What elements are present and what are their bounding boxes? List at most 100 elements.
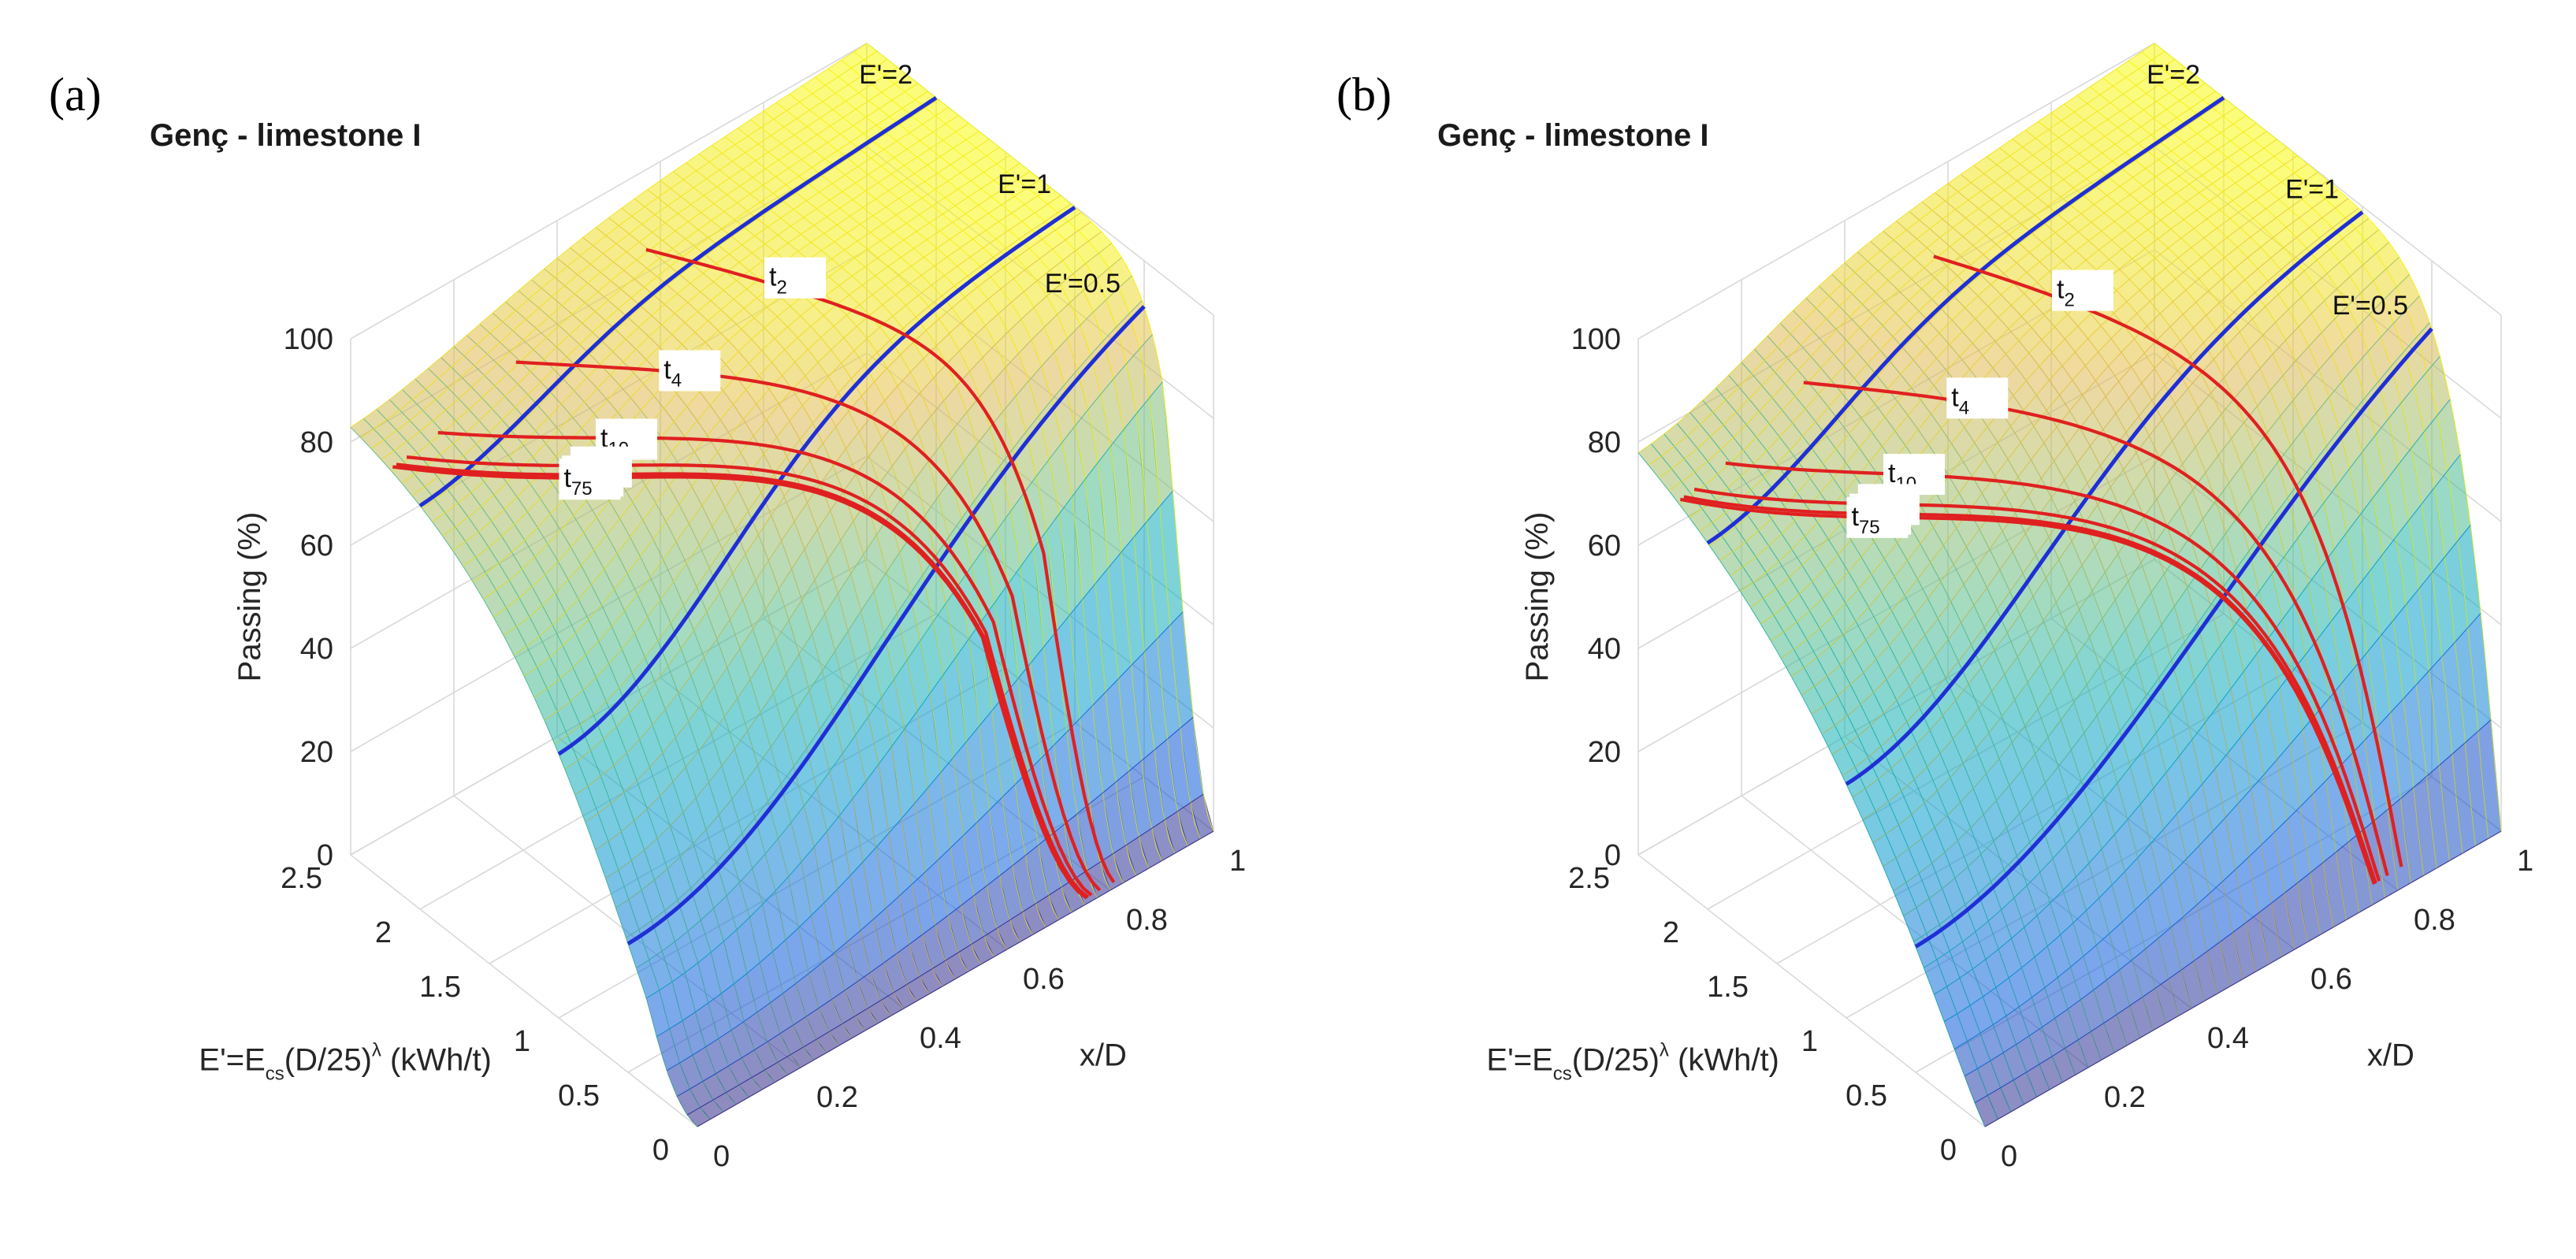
energy-curve-label: E'=0.5 [1045,269,1121,299]
energy-curve-label: E'=2 [859,60,913,90]
surface-chart-b: E'=2E'=1E'=0.5t2t4t10t25t50t750204060801… [1336,43,2533,1173]
mesh-line-e [1730,114,2247,577]
mesh-line-e [626,300,1143,938]
mesh-line-e [1913,322,2430,942]
z-tick-label: 60 [300,529,333,563]
mesh-line-e [350,43,868,428]
surface-chart-a: E'=2E'=1E'=0.5t2t4t10t25t50t750204060801… [49,43,1246,1173]
mesh-line-e [1648,50,2165,466]
mesh-line-e [1790,163,2308,677]
mesh-line-e [360,50,878,439]
energy-curve-1 [1845,210,2364,786]
y-tick-label: 0.2 [816,1081,858,1114]
x-tick-label: 1 [514,1025,530,1058]
mesh-line-e [1852,217,2370,798]
mesh-line-e [442,114,959,537]
x-tick-label: 0 [1940,1134,1957,1167]
tn-curve-25 [406,455,1090,899]
y-axis-label: x/D [1080,1038,1127,1073]
mesh-line-e [1964,613,2481,1077]
y-tick-label: 0.6 [1023,963,1065,996]
energy-curve-0 [418,96,938,507]
mesh-line-e [686,793,1204,1116]
x-tick-label: 2.5 [1568,862,1610,895]
mesh-line-e [503,162,1020,637]
mesh-line-e [656,490,1173,1038]
mesh-line-e [472,139,990,583]
x-tick-label: 1.5 [419,971,461,1004]
mesh-line-e [544,195,1061,721]
y-tick-label: 1 [1229,845,1246,878]
z-tick-label: 40 [1588,633,1621,666]
mesh-line-e [463,131,979,566]
tn-label-box [659,350,721,392]
z-tick-label: 20 [1588,736,1621,769]
mesh-line-e [697,830,1214,1127]
x-axis-label-sup: λ [1660,1040,1669,1061]
mesh-line-e [523,179,1041,677]
z-tick-label: 100 [284,323,333,356]
z-tick-label: 60 [1588,529,1621,563]
chart-title: Genç - limestone I [150,118,422,153]
tn-curve-2 [645,247,1116,883]
energy-curve-label: E'=2 [2147,60,2200,90]
surface-mesh [350,43,1214,1127]
tn-curve-75 [1679,497,2376,885]
mesh-line-e [1699,91,2216,533]
surface-mesh-lines [1637,43,2502,1127]
mesh-line-e [1984,830,2502,1127]
mesh-line-e [1668,66,2186,492]
y-tick-label: 0.8 [1126,904,1168,937]
mesh-line-e [1903,295,2420,916]
mesh-line-e [1943,454,2461,1023]
energy-curves [1706,95,2433,949]
mesh-line-e [1831,198,2349,756]
z-axis-label: Passing (%) [1520,512,1555,682]
tn-label-box [1846,496,1909,538]
x-tick-label: 1 [1801,1025,1818,1058]
y-tick-label: 0 [2001,1140,2017,1173]
x-tick-label: 2 [1663,916,1679,949]
mesh-line-e [646,381,1163,999]
x-axis-label-sub: cs [266,1064,284,1085]
tn-curve-subscript: 2 [776,277,786,299]
y-tick-label: 0.4 [2207,1022,2249,1055]
x-axis-label-sup: λ [372,1040,381,1061]
mesh-line-e [411,91,928,496]
x-tick-label: 0.5 [1846,1079,1887,1112]
x-axis-label-suffix: (kWh/t) [1669,1043,1779,1078]
mesh-line-e [513,171,1031,656]
z-tick-label: 80 [300,426,333,459]
energy-curve-1 [557,206,1076,756]
x-axis-label-mid: (D/25) [1572,1043,1660,1078]
mesh-line-e [1760,139,2277,625]
tn-label-box [2052,269,2114,311]
mesh-line-e [493,154,1010,618]
y-tick-label: 0.4 [920,1022,961,1055]
energy-curve-label: E'=1 [2285,174,2339,204]
mesh-line-e [605,257,1122,879]
tn-label-box [559,459,621,500]
x-axis-label-mid: (D/25) [284,1043,372,1078]
panel-label: (a) [49,69,102,121]
y-tick-label: 0.8 [2414,904,2455,937]
mesh-line-e [432,106,949,522]
mesh-line-e [401,83,919,484]
y-axis-label: x/D [2367,1038,2414,1073]
tn-label-box [1946,377,2009,419]
tn-curve-subscript: 4 [1959,397,1969,418]
x-axis-label-suffix: (kWh/t) [381,1043,492,1078]
z-tick-label: 20 [300,736,333,769]
energy-curves [418,96,1146,946]
tn-curve-75 [392,465,1088,900]
mesh-line-e [636,334,1153,969]
tn-curve-10 [1725,461,2381,882]
y-floor-gridline [350,854,698,1127]
mesh-line-e [1801,172,2318,696]
mesh-line-e [381,67,898,460]
z-tick-label: 0 [317,839,333,872]
x-axis-label-prefix: E'=E [199,1043,265,1078]
mesh-line-e [1811,180,2329,715]
surface-mesh-lines [350,43,1214,1127]
mesh-line-e [370,58,888,449]
